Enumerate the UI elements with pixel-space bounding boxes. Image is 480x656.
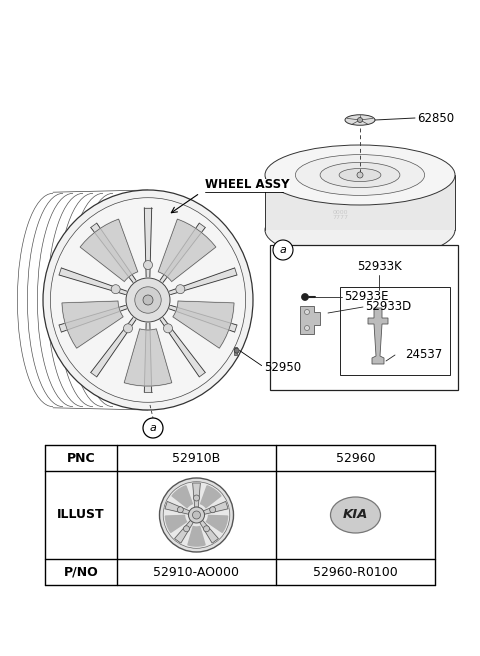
Circle shape: [358, 117, 362, 123]
Polygon shape: [188, 527, 205, 546]
Circle shape: [176, 285, 185, 294]
Circle shape: [143, 418, 163, 438]
Ellipse shape: [320, 163, 400, 188]
Text: 52933E: 52933E: [344, 291, 388, 304]
Text: 52910-AO000: 52910-AO000: [154, 565, 240, 579]
Polygon shape: [368, 308, 388, 364]
Text: a: a: [150, 423, 156, 433]
Circle shape: [234, 348, 239, 353]
Circle shape: [177, 506, 183, 513]
Circle shape: [210, 506, 216, 513]
Text: 52960: 52960: [336, 451, 375, 464]
Text: ILLUST: ILLUST: [57, 508, 105, 522]
Ellipse shape: [265, 200, 455, 260]
Polygon shape: [169, 268, 237, 295]
Polygon shape: [80, 219, 138, 281]
Ellipse shape: [339, 169, 381, 182]
Text: 52933K: 52933K: [357, 260, 401, 274]
Ellipse shape: [331, 497, 381, 533]
Text: 52910B: 52910B: [172, 451, 221, 464]
Polygon shape: [192, 483, 200, 507]
Circle shape: [189, 507, 204, 523]
Polygon shape: [173, 301, 234, 348]
Polygon shape: [201, 486, 221, 508]
Circle shape: [304, 325, 310, 331]
Text: 24537: 24537: [405, 348, 442, 361]
Polygon shape: [158, 219, 216, 281]
Polygon shape: [200, 520, 218, 543]
Polygon shape: [234, 346, 237, 355]
Ellipse shape: [50, 197, 246, 402]
Polygon shape: [91, 223, 136, 283]
Polygon shape: [59, 305, 127, 332]
Polygon shape: [206, 516, 228, 533]
Circle shape: [204, 525, 209, 532]
Polygon shape: [62, 301, 123, 348]
Polygon shape: [265, 175, 455, 230]
Text: 52960-R0100: 52960-R0100: [313, 565, 398, 579]
Polygon shape: [160, 223, 205, 283]
Circle shape: [193, 495, 200, 501]
Text: a: a: [279, 245, 287, 255]
Text: 0000
7777: 0000 7777: [332, 210, 348, 220]
Polygon shape: [160, 318, 205, 377]
Circle shape: [135, 287, 161, 313]
Circle shape: [123, 324, 132, 333]
Text: 52950: 52950: [264, 361, 301, 374]
Circle shape: [159, 478, 233, 552]
Bar: [270, 245, 458, 390]
Circle shape: [163, 482, 230, 548]
Circle shape: [126, 278, 170, 322]
Polygon shape: [166, 516, 187, 533]
Polygon shape: [204, 501, 228, 514]
Polygon shape: [144, 323, 152, 392]
Circle shape: [164, 324, 172, 333]
Polygon shape: [300, 306, 320, 334]
Text: 62850: 62850: [417, 112, 454, 125]
Polygon shape: [91, 318, 136, 377]
Circle shape: [183, 525, 190, 532]
Polygon shape: [175, 520, 193, 543]
Polygon shape: [165, 501, 190, 514]
Ellipse shape: [43, 190, 253, 410]
Ellipse shape: [295, 155, 425, 195]
Text: 52933D: 52933D: [365, 300, 411, 314]
Circle shape: [304, 310, 310, 314]
Text: WHEEL ASSY: WHEEL ASSY: [205, 178, 289, 192]
Polygon shape: [59, 268, 127, 295]
Circle shape: [273, 240, 293, 260]
Circle shape: [301, 293, 309, 300]
Circle shape: [143, 295, 153, 305]
Text: P/NO: P/NO: [64, 565, 98, 579]
Ellipse shape: [265, 145, 455, 205]
Polygon shape: [172, 486, 192, 508]
Text: KIA: KIA: [343, 508, 368, 522]
Circle shape: [357, 172, 363, 178]
Polygon shape: [169, 305, 237, 332]
Circle shape: [192, 511, 201, 519]
Ellipse shape: [345, 115, 375, 125]
Bar: [340, 287, 450, 375]
Circle shape: [111, 285, 120, 294]
Text: PNC: PNC: [67, 451, 96, 464]
Polygon shape: [144, 208, 152, 277]
Circle shape: [144, 260, 153, 270]
Polygon shape: [124, 329, 172, 386]
